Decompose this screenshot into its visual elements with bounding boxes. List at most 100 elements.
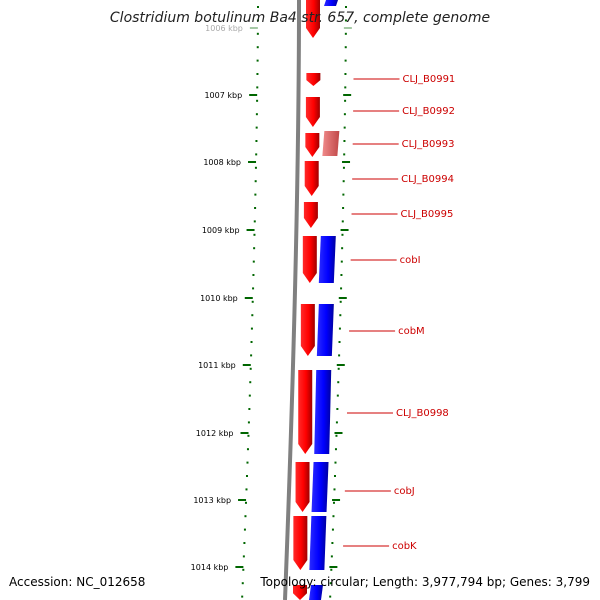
track-dot-right xyxy=(331,542,334,544)
accession-text: Accession: NC_012658 xyxy=(9,575,146,589)
track-dot-right xyxy=(343,140,346,142)
track-dot-left xyxy=(254,207,257,209)
scale-tick: 1014 kbp xyxy=(191,563,338,572)
track-dot-left xyxy=(256,46,259,49)
track-dot-left xyxy=(254,166,257,169)
track-dot-left xyxy=(244,501,247,504)
track-dot-left xyxy=(245,475,248,477)
track-dot-right xyxy=(344,6,347,8)
track-dot-left xyxy=(249,381,252,384)
track-dot-right xyxy=(340,274,343,276)
gene-arrow-forward xyxy=(305,97,320,127)
track-dot-right xyxy=(333,488,336,491)
gene-arrow-forward xyxy=(303,202,318,228)
track-dot-right xyxy=(335,434,338,437)
track-dot-right xyxy=(339,300,342,303)
track-dot-left xyxy=(255,113,258,116)
gene-arrow-forward xyxy=(302,236,317,283)
track-dot-right xyxy=(344,73,347,75)
track-dot-right xyxy=(336,394,339,397)
track-dot-right xyxy=(344,99,347,102)
track-dot-right xyxy=(344,32,347,35)
tick-mark-right xyxy=(336,364,345,366)
track-dot-right xyxy=(329,582,332,585)
track-dot-left xyxy=(245,488,248,491)
track-dot-left xyxy=(253,247,256,250)
gene-label: CLJ_B0991 xyxy=(402,74,455,85)
track-dot-left xyxy=(254,180,257,183)
genome-backbone xyxy=(283,0,301,600)
scale-tick: 1009 kbp xyxy=(202,226,349,235)
track-dot-right xyxy=(341,220,344,223)
track-dot-right xyxy=(337,381,340,384)
track-dot-left xyxy=(253,220,256,223)
track-dot-left xyxy=(254,193,257,196)
tick-mark-right xyxy=(342,161,351,163)
track-dot-right xyxy=(344,59,347,62)
gene-arrow-forward xyxy=(305,133,320,157)
track-dot-left xyxy=(251,300,254,303)
track-dot-right xyxy=(342,180,345,183)
tick-label: 1012 kbp xyxy=(196,429,234,438)
tick-mark-right xyxy=(334,432,343,434)
gene-arrow-reverse xyxy=(309,585,323,600)
tick-label: 1009 kbp xyxy=(202,226,240,235)
scale-tick: 1006 kbp xyxy=(205,24,352,33)
track-dot-right xyxy=(340,287,343,290)
track-dot-right xyxy=(337,367,340,370)
track-dot-right xyxy=(334,448,337,451)
gene-arrow-reverse xyxy=(311,462,329,512)
track-dot-left xyxy=(248,394,251,397)
track-dot-right xyxy=(344,46,347,49)
topology-text: Topology: circular; Length: 3,977,794 bp… xyxy=(260,575,590,589)
gene-arrow-forward xyxy=(300,304,315,356)
track-dot-left xyxy=(252,260,255,263)
track-dot-left xyxy=(255,140,258,142)
gene-arrow-forward xyxy=(306,73,321,86)
tick-label: 1006 kbp xyxy=(205,24,243,33)
track-dot-left xyxy=(250,327,253,330)
track-dot-left xyxy=(241,582,244,585)
tick-label: 1007 kbp xyxy=(204,91,242,100)
track-dot-left xyxy=(253,233,256,236)
track-dot-right xyxy=(339,314,342,317)
track-dot-left xyxy=(256,19,259,22)
tick-label: 1013 kbp xyxy=(193,496,231,505)
track-dot-right xyxy=(335,421,338,424)
tick-mark xyxy=(238,499,247,501)
gene-label: CLJ_B0993 xyxy=(402,139,455,150)
track-dot-right xyxy=(343,113,346,116)
track-dot-right xyxy=(330,555,333,558)
gene-label: CLJ_B0992 xyxy=(402,106,455,117)
track-dot-left xyxy=(256,73,259,75)
tick-mark-right xyxy=(338,297,347,299)
track-dot-left xyxy=(242,568,245,571)
scale-tick: 1007 kbp xyxy=(204,91,352,100)
tick-mark-right xyxy=(329,566,338,568)
gene-arrow-forward xyxy=(306,0,320,38)
tick-label: 1008 kbp xyxy=(203,158,241,167)
tick-label: 1014 kbp xyxy=(191,563,229,572)
track-dot-right xyxy=(341,233,344,236)
tick-mark xyxy=(246,229,255,231)
track-dot-right xyxy=(344,86,347,89)
gene-label: cobJ xyxy=(394,486,415,497)
track-dot-left xyxy=(251,314,254,317)
tick-mark xyxy=(248,161,257,163)
track-dot-left xyxy=(248,408,251,410)
track-dot-right xyxy=(331,528,334,531)
gene-label: cobM xyxy=(398,326,425,337)
track-dot-left xyxy=(256,86,259,89)
track-dot-left xyxy=(256,59,259,62)
track-dot-left xyxy=(247,434,250,437)
track-dot-right xyxy=(332,501,335,504)
tick-mark xyxy=(249,94,258,96)
track-dot-right xyxy=(342,207,345,209)
track-dot-left xyxy=(243,528,246,531)
track-dot-left xyxy=(252,274,255,276)
track-dot-right xyxy=(330,568,333,571)
gene-arrow-forward xyxy=(293,516,308,570)
track-dot-right xyxy=(336,408,339,410)
tick-mark xyxy=(244,297,253,299)
